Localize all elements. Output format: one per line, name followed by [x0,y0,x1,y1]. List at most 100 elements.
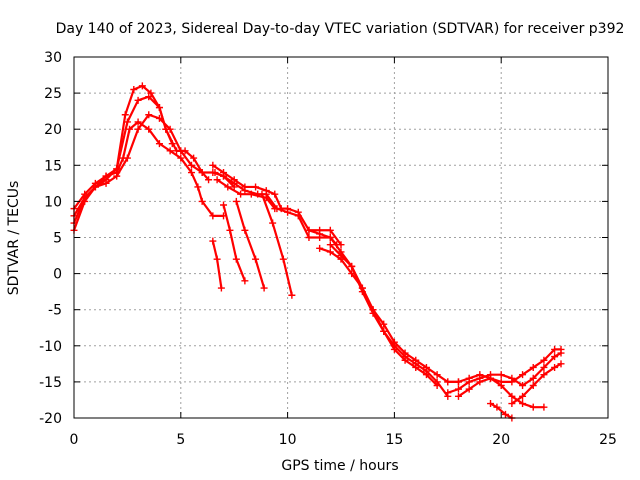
data-point [230,179,238,187]
data-point [217,284,225,292]
data-point [316,230,324,238]
data-point [454,385,462,393]
data-point [326,234,334,241]
data-point [177,154,185,162]
data-point [557,349,565,357]
data-point [269,219,277,227]
data-point [390,345,398,353]
data-point [529,382,537,390]
data-point [220,201,228,209]
series-drop-3 [232,197,268,292]
data-point [271,205,279,213]
data-point [145,125,153,133]
data-point [190,154,198,162]
data-point [155,140,163,148]
series-line [72,113,236,217]
data-point [401,356,409,364]
data-point [551,345,559,353]
data-point [205,176,213,184]
data-point [209,212,217,220]
data-point [147,89,155,97]
y-tick-label: 5 [53,231,62,247]
data-point [305,226,313,234]
y-tick-label: 30 [44,50,62,66]
series-trace-2 [70,93,213,227]
data-point [260,284,268,292]
data-point [487,400,495,408]
series-trace-10 [326,241,441,390]
data-point [145,93,153,101]
data-point [113,172,121,180]
data-point [540,371,548,379]
series-drop-4 [258,190,296,299]
data-point [305,234,313,241]
data-point [358,288,366,296]
data-point [519,400,527,408]
data-point [241,187,249,195]
data-point [126,125,134,133]
data-point [454,378,462,386]
data-point [213,176,221,184]
data-point [134,96,142,104]
series-drop-1 [209,237,225,292]
data-point [369,309,377,317]
data-point [551,363,559,371]
series-trace-13 [454,374,548,411]
data-point [529,403,537,411]
data-point [224,183,232,191]
data-point [102,172,110,180]
data-point [134,118,142,126]
data-point [316,244,324,252]
data-point [241,277,249,285]
y-tick-label: 20 [44,122,62,138]
data-point [279,255,287,263]
y-tick-label: -10 [39,339,62,355]
x-tick-label: 20 [492,432,510,448]
data-point [138,82,146,90]
series-trace-7 [213,176,279,213]
y-tick-label: 0 [53,267,62,283]
series-line [446,351,563,394]
data-point [326,241,334,249]
series-line [211,240,223,290]
data-point [444,378,452,386]
data-point [551,353,559,361]
x-tick-label: 5 [176,432,185,448]
data-point [237,190,245,198]
y-tick-label: -20 [39,411,62,427]
data-point [529,363,537,371]
data-point [258,190,266,198]
data-point [519,382,527,390]
data-point [209,161,217,169]
y-tick-label: 10 [44,194,62,210]
data-point [497,382,505,390]
data-point [508,374,516,382]
data-point [187,161,195,169]
data-point [540,403,548,411]
data-point [508,392,516,400]
data-point [220,172,228,180]
y-tick-label: 15 [44,158,62,174]
data-point [247,190,255,198]
y-axis-label: SDTVAR / TECUs [6,181,22,296]
data-point [422,371,430,379]
data-point [145,111,153,119]
data-point [487,374,495,382]
data-point [232,255,240,263]
data-point [211,169,219,177]
data-point [166,147,174,155]
data-point [232,197,240,205]
data-point [252,255,260,263]
x-axis-label: GPS time / hours [281,458,398,474]
series-trace-14 [508,360,565,408]
x-tick-label: 0 [70,432,79,448]
series-line [489,402,513,420]
data-point [113,165,121,173]
series-line [260,193,293,297]
series-line [216,178,276,210]
grid [74,57,608,418]
data-point [102,179,110,187]
data-point [326,248,334,256]
data-point [508,400,516,408]
